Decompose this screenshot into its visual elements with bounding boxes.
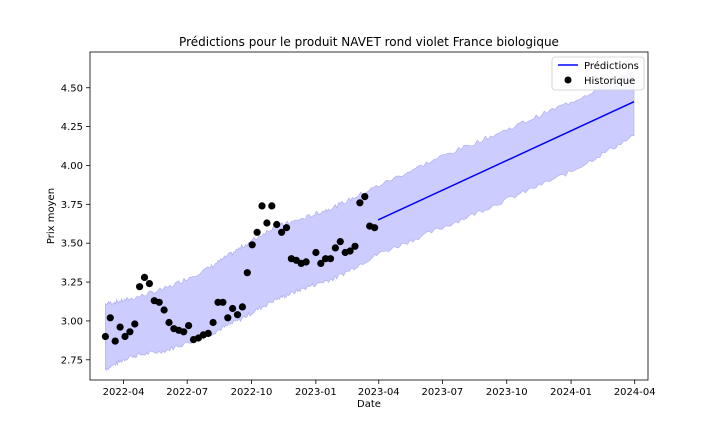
history-point	[131, 320, 139, 328]
plot-frame	[89, 51, 649, 381]
history-point	[361, 193, 369, 201]
x-tick-label: 2022-04	[103, 387, 145, 398]
legend-history-swatch	[564, 76, 572, 84]
history-point	[160, 306, 168, 314]
history-point	[243, 269, 251, 277]
confidence-interval-layer	[105, 71, 635, 371]
chart-title: Prédictions pour le produit NAVET rond v…	[179, 35, 559, 49]
legend-prediction-label: Prédictions	[584, 60, 639, 72]
x-axis-label: Date	[357, 399, 381, 410]
history-point	[116, 323, 124, 331]
legend-history-label: Historique	[584, 76, 635, 87]
history-point	[219, 298, 227, 306]
y-tick-label: 3.50	[61, 239, 83, 250]
history-point	[111, 337, 119, 345]
history-point	[101, 332, 109, 341]
history-point	[282, 224, 291, 232]
history-point	[248, 241, 256, 249]
history-point	[263, 219, 271, 227]
history-point	[268, 202, 276, 210]
prediction-line-layer	[377, 101, 635, 221]
history-point	[351, 242, 359, 250]
y-axis-label: Prix moyen	[46, 188, 57, 244]
prediction-line	[377, 101, 635, 221]
y-tick-label: 4.25	[61, 122, 83, 133]
x-tick-label: 2022-07	[166, 387, 208, 398]
x-tick-label: 2023-10	[486, 387, 528, 398]
history-point	[126, 328, 134, 336]
y-tick-label: 3.75	[61, 200, 83, 211]
y-tick-label: 2.75	[61, 355, 83, 366]
history-point	[204, 329, 212, 337]
confidence-interval-band	[105, 71, 635, 371]
history-point	[258, 202, 266, 210]
x-tick-label: 2024-01	[550, 387, 592, 398]
history-point	[229, 304, 237, 313]
y-tick-label: 3.25	[61, 278, 83, 289]
history-point	[253, 228, 261, 236]
history-point	[278, 228, 286, 236]
history-point	[238, 303, 246, 311]
history-point	[273, 220, 281, 229]
history-point	[331, 244, 339, 252]
history-point	[346, 247, 354, 255]
x-tick-label: 2024-04	[614, 387, 656, 398]
history-point	[371, 224, 379, 232]
x-tick-label: 2022-10	[231, 387, 273, 398]
history-points-layer	[101, 193, 379, 345]
x-axis-ticks: 2022-04 2022-07 2022-10 2023-01 2023-04 2023-…	[103, 380, 656, 398]
x-tick-label: 2023-07	[422, 387, 464, 398]
history-point	[155, 298, 163, 306]
history-point	[233, 311, 242, 319]
history-point	[302, 258, 310, 266]
history-point	[336, 238, 344, 246]
history-point	[145, 280, 153, 288]
history-point	[312, 248, 320, 257]
history-point	[180, 328, 188, 336]
history-point	[317, 259, 325, 267]
legend: Prédictions Historique	[551, 56, 645, 91]
x-tick-label: 2023-04	[358, 387, 400, 398]
x-tick-label: 2023-01	[295, 387, 337, 398]
history-point	[140, 273, 149, 281]
history-point	[165, 318, 173, 327]
y-axis-ticks: 2.75 3.00 3.25 3.50 3.75 4.00 4.25 4.50	[61, 83, 90, 366]
history-point	[209, 318, 217, 327]
history-point	[326, 255, 335, 263]
history-point	[121, 332, 129, 341]
history-point	[224, 314, 232, 322]
y-tick-label: 4.00	[61, 161, 83, 172]
history-point	[136, 283, 144, 291]
history-point	[185, 322, 193, 330]
y-tick-label: 3.00	[61, 316, 83, 327]
history-point	[356, 199, 364, 207]
y-tick-label: 4.50	[61, 83, 83, 94]
history-point	[106, 314, 114, 322]
